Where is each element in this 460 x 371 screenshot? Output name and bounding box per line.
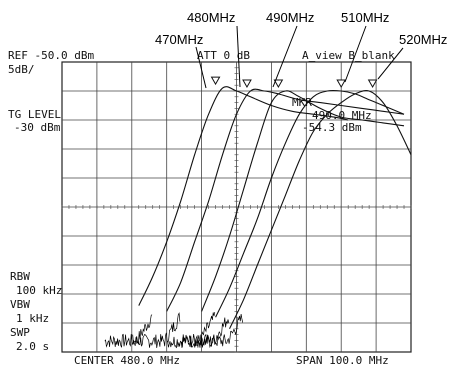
sweep-label: SWP <box>10 326 30 339</box>
peak-marker-0 <box>210 76 221 86</box>
annotation-510mhz: 510MHz <box>341 10 389 25</box>
sweep-value: 2.0 s <box>16 340 49 353</box>
annotation-470mhz-pointer <box>195 46 207 89</box>
annotation-470mhz: 470MHz <box>155 32 203 47</box>
peak-marker-4 <box>367 79 378 89</box>
annotation-520mhz-pointer <box>377 47 404 80</box>
ref-level-readout: REF -50.0 dBm <box>8 49 94 62</box>
annotation-510mhz-pointer <box>344 25 367 83</box>
peak-marker-1 <box>242 79 252 89</box>
annotation-480mhz: 480MHz <box>187 10 235 25</box>
marker-frequency: 490.0 MHz <box>312 109 372 122</box>
noise-floor <box>104 312 244 349</box>
graticule <box>61 61 412 353</box>
center-frequency: CENTER 480.0 MHz <box>74 354 180 367</box>
peak-marker-2 <box>273 79 284 89</box>
trace-4 <box>229 90 412 330</box>
marker-level: -54.3 dBm <box>302 121 362 134</box>
view-readout: A_view B_blank <box>302 49 395 62</box>
annotation-490mhz: 490MHz <box>266 10 314 25</box>
rbw-label: RBW <box>10 270 30 283</box>
tg-level-value: -30 dBm <box>14 121 61 134</box>
vbw-label: VBW <box>10 298 30 311</box>
peak-marker-3 <box>336 79 347 89</box>
trace-3 <box>215 89 405 318</box>
marker-label: MKR <box>292 96 312 109</box>
annotation-520mhz: 520MHz <box>399 32 447 47</box>
noise-floor-2 <box>167 312 216 349</box>
scale-readout: 5dB/ <box>8 63 35 76</box>
tg-level-label: TG LEVEL <box>8 108 61 121</box>
noise-floor-3 <box>181 317 230 348</box>
marker-layer <box>210 76 378 89</box>
trace-2 <box>201 90 405 312</box>
vbw-value: 1 kHz <box>16 312 49 325</box>
annotation-490mhz-pointer <box>272 25 298 88</box>
noise-floor-0 <box>104 314 153 348</box>
trace-0 <box>138 86 349 306</box>
trace-layer <box>138 86 412 330</box>
span-readout: SPAN 100.0 MHz <box>296 354 389 367</box>
rbw-value: 100 kHz <box>16 284 62 297</box>
attenuation-readout: ATT 0 dB <box>197 49 250 62</box>
noise-floor-1 <box>132 312 181 348</box>
noise-floor-4 <box>195 314 244 348</box>
annotation-480mhz-pointer <box>236 25 241 88</box>
trace-1 <box>166 88 405 312</box>
